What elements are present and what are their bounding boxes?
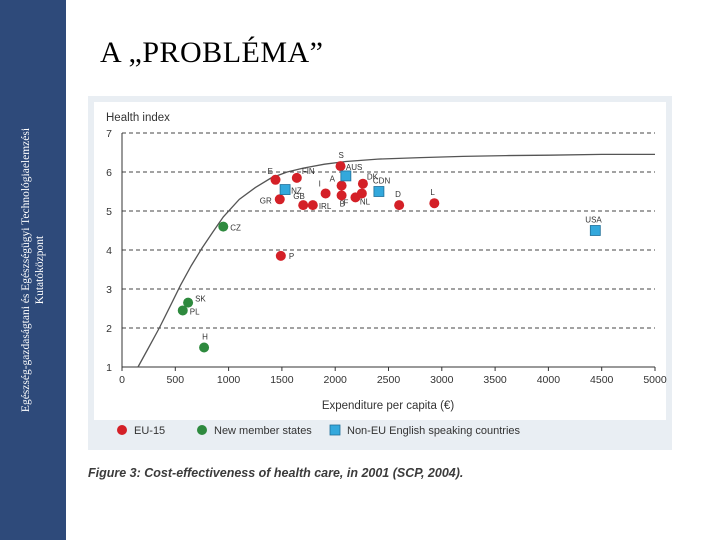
point-label-cdn: CDN	[373, 177, 391, 186]
point-s	[335, 161, 346, 172]
y-tick-label-4: 4	[106, 245, 112, 257]
point-cz	[218, 221, 229, 232]
point-label-nz: NZ	[291, 187, 302, 196]
y-tick-label-5: 5	[106, 206, 112, 218]
y-tick-label-1: 1	[106, 362, 112, 374]
x-tick-label-1500: 1500	[270, 374, 294, 386]
x-tick-label-4500: 4500	[590, 374, 614, 386]
y-tick-label-7: 7	[106, 128, 112, 140]
point-gb	[298, 200, 309, 211]
point-aus	[340, 170, 352, 182]
sidebar-institution-text: Egészség-gazdaságtani és Egészségügyi Te…	[0, 0, 66, 540]
slide-title: A „PROBLÉMA”	[100, 36, 324, 69]
point-label-pl: PL	[190, 307, 200, 316]
x-tick-label-5000: 5000	[643, 374, 667, 386]
point-label-usa: USA	[585, 216, 602, 225]
x-tick-label-2500: 2500	[377, 374, 401, 386]
point-l	[429, 198, 440, 209]
point-label-b: B	[340, 199, 345, 208]
point-i	[320, 188, 331, 199]
legend-label-new-member-states: New member states	[214, 425, 312, 437]
legend-marker-eu-15	[117, 425, 127, 435]
x-axis-label: Expenditure per capita (€)	[322, 400, 454, 412]
point-label-h: H	[202, 333, 208, 342]
sidebar-line-2: Kutatóközpont	[34, 235, 46, 305]
x-tick-label-2000: 2000	[324, 374, 348, 386]
point-label-f: F	[343, 198, 348, 207]
x-tick-label-4000: 4000	[537, 374, 561, 386]
point-cdn	[373, 186, 385, 197]
sidebar-line-1: Egészség-gazdaságtani és Egészségügyi Te…	[20, 127, 32, 413]
x-tick-label-1000: 1000	[217, 374, 241, 386]
point-sk	[183, 297, 194, 308]
point-label-l: L	[430, 188, 435, 197]
point-label-irl: IRL	[319, 202, 332, 211]
y-axis-label: Health index	[106, 112, 170, 124]
point-fin	[291, 172, 302, 183]
y-tick-label-2: 2	[106, 323, 112, 335]
point-label-p: P	[289, 252, 294, 261]
point-label-fin: FIN	[302, 167, 315, 176]
x-tick-label-3000: 3000	[430, 374, 454, 386]
point-b	[336, 190, 347, 201]
sidebar: Egészség-gazdaságtani és Egészségügyi Te…	[0, 0, 66, 540]
point-dk	[357, 178, 368, 189]
point-label-a: A	[330, 175, 336, 184]
x-tick-label-0: 0	[119, 374, 125, 386]
point-usa	[589, 225, 601, 236]
point-irl	[307, 200, 318, 211]
point-label-gr: GR	[260, 196, 272, 205]
point-label-e: E	[268, 167, 273, 176]
y-tick-label-3: 3	[106, 284, 112, 296]
y-tick-label-6: 6	[106, 167, 112, 179]
point-p	[275, 250, 286, 261]
point-gr	[274, 194, 285, 205]
legend-marker-new-member-states	[197, 425, 207, 435]
plot-background	[94, 102, 666, 420]
chart-figure: 1 2 3 4 5 6 7 0 500 1000 1500 2000 2500 3000 3500 4000 4…	[88, 96, 672, 450]
point-label-dk: DK	[367, 173, 379, 182]
point-label-aus: AUS	[346, 163, 362, 172]
figure-caption: Figure 3: Cost-effectiveness of health c…	[88, 466, 464, 480]
point-label-gb: GB	[293, 192, 305, 201]
point-d	[394, 200, 405, 211]
point-nl	[356, 188, 367, 199]
scatter-chart: 1 2 3 4 5 6 7 0 500 1000 1500 2000 2500 3000 3500 4000 4…	[94, 102, 667, 437]
point-label-d: D	[395, 190, 401, 199]
legend-label-non-eu-english-speaking-countries: Non-EU English speaking countries	[347, 425, 521, 437]
point-label-nl: NL	[360, 197, 371, 206]
x-tick-label-3500: 3500	[483, 374, 507, 386]
point-pl	[177, 305, 188, 316]
point-h	[199, 342, 210, 353]
point-a	[336, 180, 347, 191]
legend-label-eu-15: EU-15	[134, 425, 165, 437]
point-e	[270, 174, 281, 185]
x-tick-label-500: 500	[167, 374, 185, 386]
point-label-sk: SK	[195, 295, 206, 304]
legend-marker-non-eu-english-speaking-countries	[329, 424, 341, 436]
point-label-s: S	[339, 151, 344, 160]
point-label-i: I	[319, 179, 321, 188]
point-nz	[279, 184, 291, 195]
point-label-cz: CZ	[230, 224, 241, 233]
